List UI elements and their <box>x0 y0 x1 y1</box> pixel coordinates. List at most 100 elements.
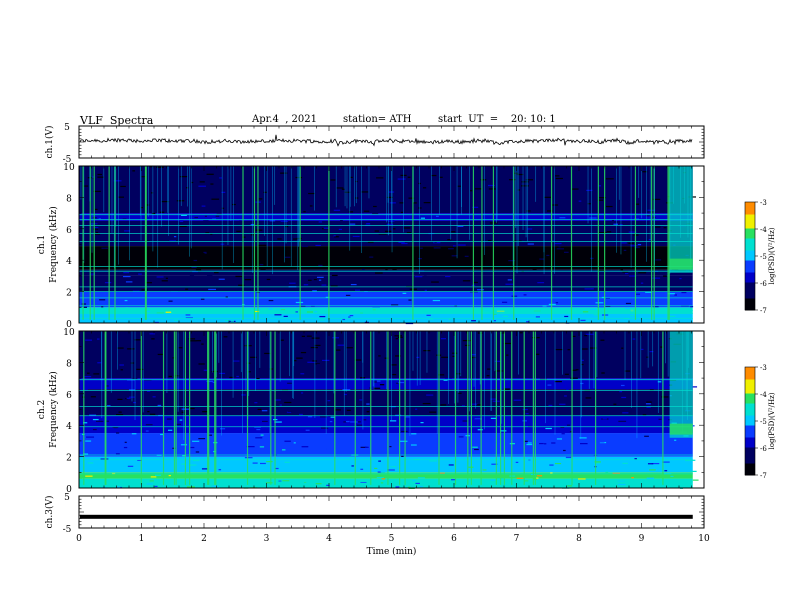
noise-speck <box>252 458 261 460</box>
noise-speck <box>646 401 652 403</box>
noise-speck <box>342 318 346 321</box>
noise-speck <box>560 338 569 340</box>
colorbar-step <box>745 240 755 243</box>
noise-speck <box>131 378 138 380</box>
noise-speck <box>126 397 131 399</box>
noise-speck <box>92 176 95 178</box>
noise-speck <box>283 315 288 317</box>
noise-speck <box>443 379 448 381</box>
noise-speck <box>271 389 275 391</box>
noise-speck <box>559 217 566 219</box>
noise-speck <box>620 269 624 271</box>
noise-speck <box>199 181 205 183</box>
noise-speck <box>87 360 93 362</box>
noise-speck <box>585 402 594 405</box>
colorbar-step <box>745 469 755 472</box>
noise-speck <box>570 377 578 379</box>
noise-speck <box>621 242 627 244</box>
noise-speck <box>135 263 144 265</box>
noise-speck <box>447 239 452 241</box>
noise-speck <box>365 446 369 448</box>
noise-speck <box>225 257 231 259</box>
noise-speck <box>506 354 509 356</box>
colorbar-step <box>745 403 755 406</box>
noise-speck <box>554 380 562 383</box>
noise-speck <box>629 275 637 277</box>
noise-speck <box>580 363 584 366</box>
noise-speck <box>200 169 205 172</box>
noise-speck <box>448 464 454 466</box>
noise-speck <box>622 412 629 414</box>
start-time-label: start UT = 20: 10: 1 <box>438 114 556 125</box>
noise-speck <box>474 197 482 199</box>
noise-speck <box>666 463 670 466</box>
noise-speck <box>525 413 529 415</box>
noise-speck <box>564 395 567 397</box>
noise-speck <box>305 429 310 431</box>
noise-speck <box>471 320 476 322</box>
noise-speck <box>89 414 97 416</box>
noise-speck <box>166 418 172 420</box>
colorbar-step <box>745 369 755 372</box>
noise-speck <box>597 199 604 201</box>
noise-speck <box>412 251 416 253</box>
noise-speck <box>548 303 556 306</box>
noise-speck <box>318 221 323 223</box>
colorbar-step <box>745 278 755 281</box>
noise-speck <box>136 368 144 370</box>
noise-speck <box>246 446 255 448</box>
noise-speck <box>546 254 550 257</box>
noise-speck <box>203 486 209 488</box>
noise-speck <box>520 185 529 187</box>
colorbar-step <box>745 204 755 207</box>
colorbar-step <box>745 306 755 309</box>
x-tick-label: 9 <box>639 534 645 544</box>
noise-speck <box>97 173 102 176</box>
noise-speck <box>200 415 206 418</box>
noise-speck <box>635 293 641 295</box>
noise-speck <box>101 306 104 308</box>
noise-speck <box>585 397 592 399</box>
noise-speck <box>212 439 216 441</box>
y-tick-label: 0 <box>66 485 72 495</box>
noise-speck <box>434 241 437 243</box>
noise-speck <box>85 255 92 257</box>
noise-speck <box>378 233 387 235</box>
noise-speck <box>486 375 490 377</box>
noise-speck <box>472 446 478 448</box>
noise-speck <box>552 406 555 408</box>
noise-speck <box>135 192 142 195</box>
noise-speck <box>515 440 519 442</box>
noise-speck <box>496 247 499 249</box>
noise-speck <box>259 446 265 448</box>
noise-speck <box>333 235 336 237</box>
noise-speck <box>556 248 565 250</box>
noise-speck <box>552 204 559 206</box>
noise-speck <box>194 216 198 219</box>
noise-speck <box>119 364 124 366</box>
colorbar-step <box>745 375 755 378</box>
noise-speck <box>310 346 318 349</box>
noise-speck <box>319 169 322 171</box>
noise-speck <box>164 424 170 426</box>
noise-speck <box>642 171 648 173</box>
noise-speck <box>481 482 489 484</box>
noise-speck <box>241 394 246 396</box>
noise-speck <box>394 335 403 337</box>
noise-speck <box>638 272 647 274</box>
noise-speck <box>598 232 607 234</box>
noise-speck <box>117 347 124 349</box>
noise-speck <box>287 382 292 384</box>
noise-speck <box>85 337 91 339</box>
noise-speck <box>124 230 131 232</box>
noise-speck <box>202 411 209 413</box>
y-tick-label: 2 <box>66 289 72 299</box>
noise-speck <box>336 349 341 351</box>
noise-speck <box>417 477 425 479</box>
noise-speck <box>386 223 394 225</box>
channel-label: ch.1 <box>37 235 47 254</box>
noise-speck <box>252 462 258 464</box>
noise-speck <box>295 311 299 313</box>
noise-speck <box>482 257 485 260</box>
noise-speck <box>149 383 154 385</box>
